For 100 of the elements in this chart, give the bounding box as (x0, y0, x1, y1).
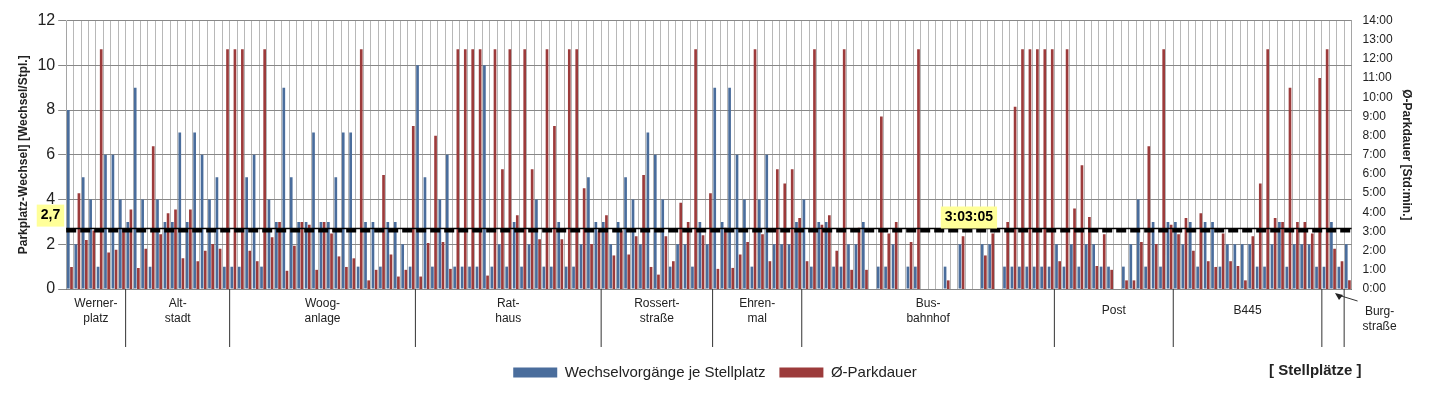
bar (842, 49, 846, 289)
bar (468, 266, 471, 289)
bar (289, 177, 293, 289)
bar (1025, 266, 1029, 289)
bar (765, 154, 769, 289)
bar (364, 221, 367, 289)
bar (345, 266, 348, 289)
bar (1050, 49, 1054, 289)
text: Werner- platz (74, 295, 118, 325)
bar (445, 154, 449, 289)
bar (657, 274, 660, 289)
y-tick-label: 0 (46, 279, 56, 297)
bar (263, 49, 267, 289)
y-tick-label: 6 (46, 145, 56, 163)
bar (694, 49, 697, 289)
bar (133, 87, 137, 289)
bar (66, 110, 70, 289)
bar (1147, 146, 1151, 289)
y2-tick-label: 14:00 (1362, 12, 1393, 27)
bar (505, 266, 509, 289)
bar (1244, 280, 1247, 289)
bar (783, 183, 787, 289)
text: Ehren- mal (739, 295, 776, 325)
y2-tick-label: 11:00 (1362, 70, 1393, 85)
bar (1032, 266, 1036, 289)
bar (349, 132, 353, 289)
bar (1318, 78, 1322, 289)
bar (367, 280, 371, 289)
bar (107, 252, 110, 289)
bar (1258, 183, 1262, 289)
bar (397, 276, 400, 289)
bar (575, 49, 579, 289)
bar (865, 269, 868, 289)
bar (1263, 266, 1266, 289)
bar (1043, 49, 1047, 289)
y2-tick-label: 9:00 (1362, 108, 1387, 123)
bar (775, 169, 779, 289)
bar (1122, 266, 1125, 289)
bar (1018, 266, 1021, 289)
legend-label: Ø-Parkdauer (830, 362, 917, 380)
bar (401, 244, 405, 289)
bar (728, 87, 731, 289)
text: [ Stellplätze ] (1269, 360, 1362, 378)
bar (520, 266, 523, 289)
text: Rossert- straße (634, 295, 680, 325)
text: Bus- bahnhof (906, 295, 951, 325)
bar (315, 269, 319, 289)
bar (359, 49, 363, 289)
bar (847, 244, 850, 289)
y2-tick-label: 12:00 (1362, 51, 1393, 66)
text: Rat- haus (495, 295, 522, 325)
y-axis-title: Parkplatz-Wechsel] [Wechsel/Stpl.] (15, 55, 30, 255)
bar (1021, 49, 1024, 289)
y-tick-label: 2 (46, 234, 56, 252)
y2-tick-label: 4:00 (1362, 204, 1387, 219)
y2-axis-title: Ø-Parkdauer [Std:min.] (1400, 89, 1415, 221)
bar (572, 266, 575, 289)
y-tick-label: 12 (37, 11, 56, 29)
text: Alt- stadt (164, 295, 192, 325)
bar (1102, 234, 1106, 289)
bar (196, 261, 200, 289)
legend-label: Wechselvorgänge je Stellplatz (564, 362, 766, 380)
bar (419, 276, 423, 289)
y-tick-label: 10 (37, 55, 56, 73)
y2-tick-label: 10:00 (1362, 89, 1393, 104)
bar (230, 266, 234, 289)
bar (137, 267, 140, 289)
y2-tick-label: 5:00 (1362, 185, 1387, 200)
text: Post (1101, 303, 1127, 318)
bar (1129, 244, 1133, 289)
bar (567, 49, 571, 289)
y2-tick-label: 6:00 (1362, 166, 1387, 181)
bar (523, 49, 527, 289)
bar (553, 126, 556, 289)
ref-line-label: 2,7 (40, 206, 61, 223)
bar (731, 267, 735, 289)
y2-tick-label: 13:00 (1362, 32, 1393, 47)
y2-tick-label: 1:00 (1362, 262, 1387, 277)
bar (501, 169, 504, 289)
bar (312, 132, 315, 289)
y-tick-label: 4 (46, 189, 56, 207)
bar (141, 199, 144, 289)
bar (1211, 221, 1214, 289)
ref-line-label: 3:03:05 (944, 208, 994, 225)
bar (237, 266, 241, 289)
y2-tick-label: 8:00 (1362, 127, 1387, 142)
y2-tick-label: 3:00 (1362, 223, 1387, 238)
text: Woog- anlage (304, 295, 341, 325)
bar (1348, 280, 1351, 289)
bar (471, 49, 475, 289)
y-tick-label: 8 (46, 100, 56, 118)
bar (653, 154, 657, 289)
text: Burg- straße (1362, 303, 1397, 333)
bar (1040, 266, 1043, 289)
bar (713, 87, 717, 289)
bar (876, 266, 880, 289)
bar (880, 116, 883, 289)
bar (1077, 266, 1081, 289)
text: B445 (1233, 303, 1262, 318)
bar (813, 49, 816, 289)
